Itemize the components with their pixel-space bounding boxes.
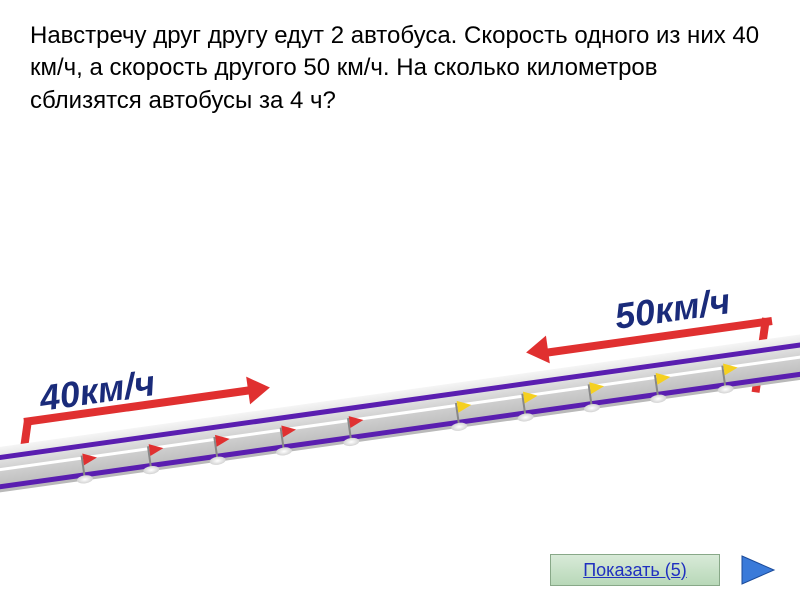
play-icon — [738, 554, 778, 586]
problem-text: Навстречу друг другу едут 2 автобуса. Ск… — [30, 20, 770, 117]
flag-row — [0, 331, 800, 497]
next-button[interactable] — [738, 554, 778, 586]
right-arrow-head-icon — [524, 336, 550, 367]
show-button[interactable]: Показать (5) — [550, 554, 720, 586]
left-arrow-head-icon — [246, 374, 272, 405]
road — [0, 333, 800, 509]
motion-diagram: 40км/ч 50км/ч — [0, 300, 800, 560]
